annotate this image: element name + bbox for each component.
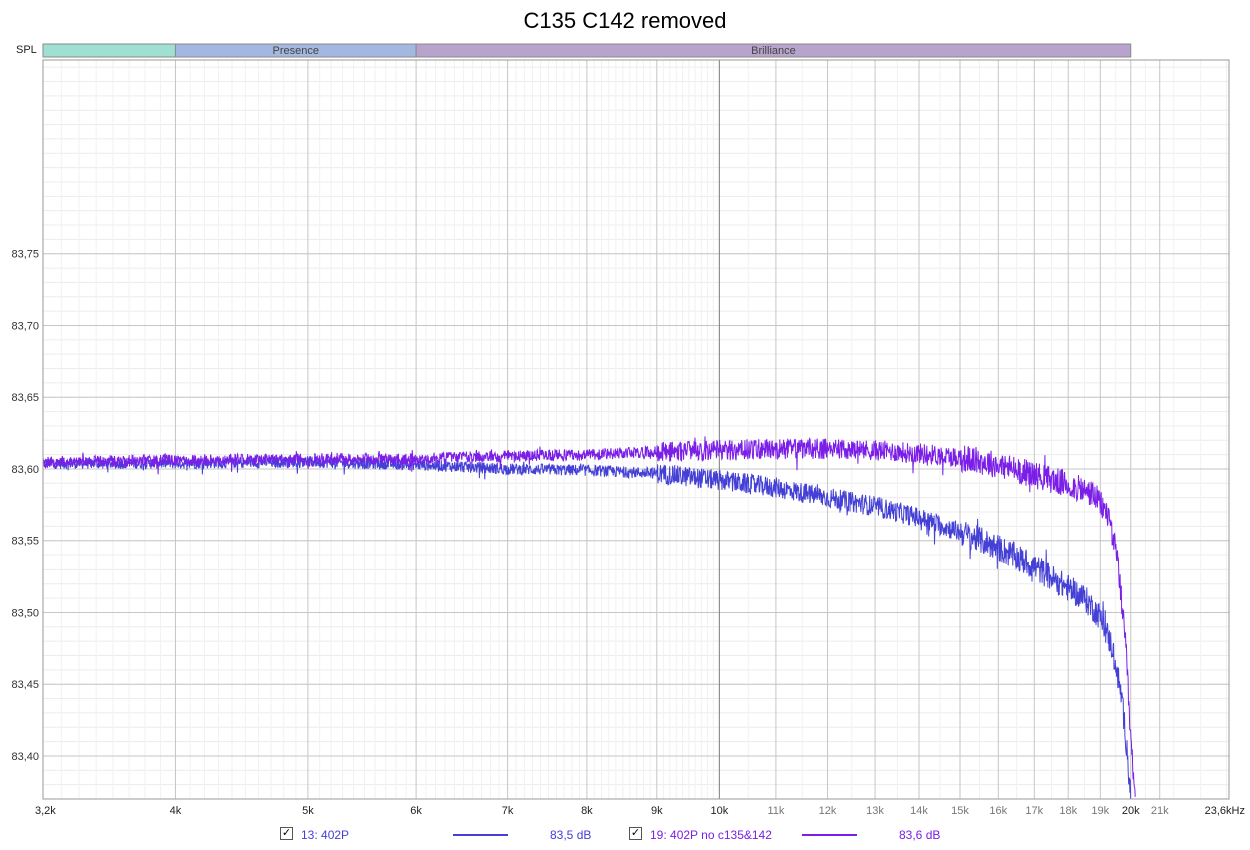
x-tick-label: 19k xyxy=(1091,805,1109,817)
x-tick-label: 3,2k xyxy=(35,805,56,817)
x-tick-label: 5k xyxy=(302,805,314,817)
x-tick-label: 12k xyxy=(819,805,837,817)
x-tick-label: 7k xyxy=(502,805,514,817)
series-2-legend-swatch xyxy=(802,834,857,836)
x-tick-label: 14k xyxy=(910,805,928,817)
band-label: Brilliance xyxy=(751,45,796,57)
x-tick-label: 9k xyxy=(651,805,663,817)
y-tick-label: 83,45 xyxy=(11,679,39,691)
x-tick-label: 18k xyxy=(1059,805,1077,817)
series-1-legend-value: 83,5 dB xyxy=(550,828,592,842)
y-tick-label: 83,70 xyxy=(11,320,39,332)
plot-area xyxy=(43,60,1229,799)
series-2-legend-value: 83,6 dB xyxy=(899,828,941,842)
x-tick-label: 8k xyxy=(581,805,593,817)
x-tick-label: 13k xyxy=(866,805,884,817)
y-tick-label: 83,40 xyxy=(11,751,39,763)
x-tick-label: 16k xyxy=(989,805,1007,817)
band-label: Presence xyxy=(273,45,319,57)
band-region xyxy=(415,43,1132,58)
x-tick-label: 20k xyxy=(1122,805,1140,817)
chart-title: C135 C142 removed xyxy=(523,8,727,33)
x-tick-label: 23,6kHz xyxy=(1205,805,1245,817)
series-2-checkbox[interactable]: ✓ xyxy=(629,827,642,840)
series-1-checkbox[interactable]: ✓ xyxy=(280,827,293,840)
series-line-1 xyxy=(43,453,1132,799)
x-tick-label: 11k xyxy=(767,805,784,817)
x-tick-label: 21k xyxy=(1151,805,1169,817)
y-tick-label: 83,50 xyxy=(11,607,39,619)
x-tick-label: 10k xyxy=(710,805,728,817)
y-tick-label: 83,65 xyxy=(11,392,39,404)
x-tick-label: 4k xyxy=(170,805,182,817)
plot-border xyxy=(42,59,1230,800)
y-tick-label: 83,60 xyxy=(11,464,39,476)
series-line-2 xyxy=(43,436,1136,797)
x-tick-label: 6k xyxy=(410,805,422,817)
band-region xyxy=(42,43,176,58)
series-2-legend-label: 19: 402P no c135&142 xyxy=(650,828,772,842)
x-tick-label: 17k xyxy=(1025,805,1043,817)
series-1-legend-swatch xyxy=(453,834,508,836)
series-1-legend-label: 13: 402P xyxy=(301,828,350,842)
y-tick-label: 83,55 xyxy=(11,536,39,548)
y-tick-label: 83,75 xyxy=(11,249,39,261)
x-tick-label: 15k xyxy=(951,805,969,817)
y-axis-label: SPL xyxy=(16,44,37,56)
